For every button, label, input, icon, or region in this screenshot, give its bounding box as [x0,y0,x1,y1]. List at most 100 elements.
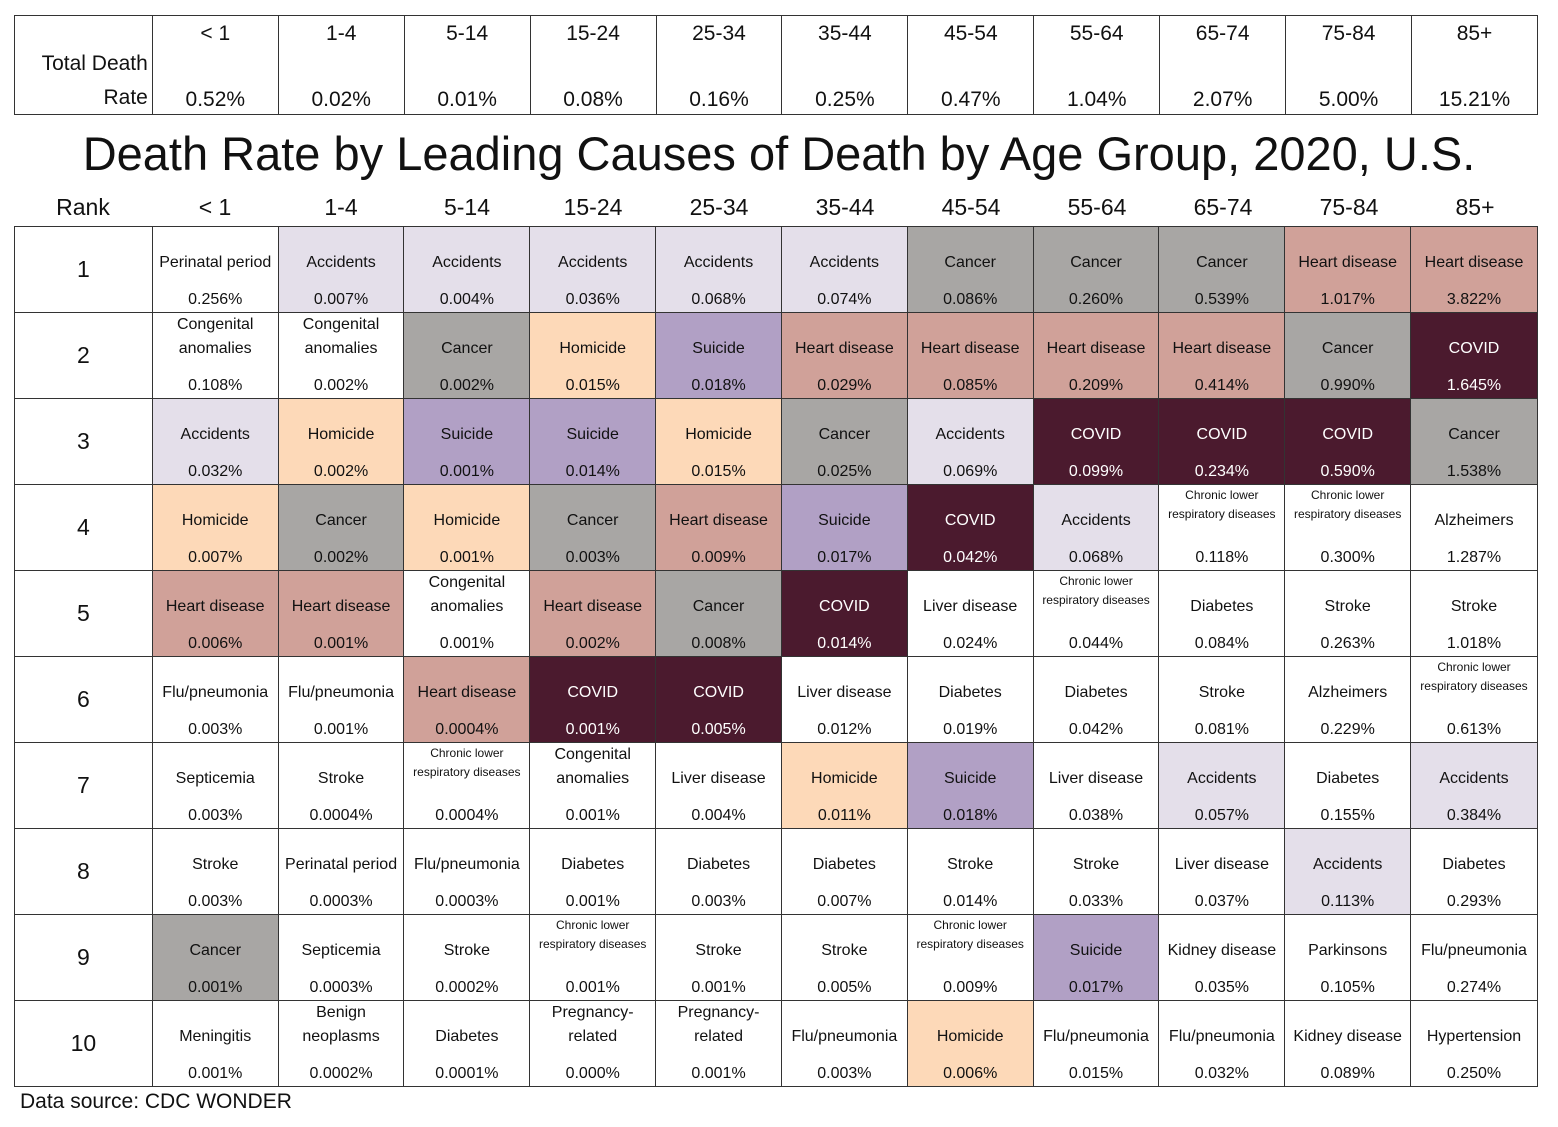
cause-rate: 0.001% [565,979,620,996]
cause-name: Cancer [315,512,367,529]
age-group-label: 25-34 [692,22,746,45]
cause-cell: Accidents 0.036% [530,227,657,312]
cause-box: Alzheimers [1285,657,1410,717]
cause-cell: Homicide 0.007% [152,485,279,570]
total-death-rate-label: Total Death Rate [15,16,153,114]
cause-name: Suicide [1069,942,1123,959]
cause-name: Meningitis [179,1028,252,1045]
cause-box: Chronic lower respiratory diseases [908,915,1033,975]
cause-box: Stroke [279,743,404,803]
table-row: 3 Accidents 0.032% Homicide 0.002% Suicide 0.0… [15,399,1537,485]
cause-name: Suicide [692,340,745,357]
total-rate-column: 85+ 15.21% [1412,16,1537,114]
cause-box: Cancer [1159,227,1284,287]
cause-cell: Septicemia 0.003% [153,743,279,828]
cause-name: Benign neoplasms [302,1004,380,1045]
cause-cell: Hypertension 0.250% [1411,1001,1537,1086]
total-rate-value: 0.16% [689,88,749,111]
cause-box: Diabetes [1411,829,1537,889]
cause-cell: Suicide 0.001% [404,399,531,484]
cause-rate: 0.105% [1320,979,1375,996]
cause-rate: 0.003% [817,1065,872,1082]
cause-rate: 0.068% [1068,549,1124,566]
cause-rate: 0.274% [1446,979,1502,996]
cause-box: Heart disease [530,571,655,631]
cause-rate: 0.009% [691,549,746,566]
cause-cell: COVID 0.042% [907,485,1034,570]
cause-name: Kidney disease [1293,1028,1402,1045]
cause-cell: Diabetes 0.042% [1034,657,1160,742]
cause-box: Accidents [1411,743,1537,803]
cause-rate: 0.002% [313,377,369,394]
cause-box: Flu/pneumonia [404,829,529,889]
cause-rate: 0.0003% [309,979,373,996]
cause-rate: 1.645% [1446,377,1502,394]
cause-box: Septicemia [153,743,278,803]
cause-cell: Cancer 0.008% [656,571,782,656]
cause-cell: Chronic lower respiratory diseases 0.300% [1285,485,1412,570]
cause-cell: Liver disease 0.037% [1159,829,1286,914]
cause-cell: Heart disease 1.017% [1285,227,1412,312]
cause-rate: 0.0002% [435,979,499,996]
cause-rate: 3.822% [1446,291,1502,308]
total-rate-value: 15.21% [1438,88,1511,111]
cause-box: Kidney disease [1285,1001,1410,1061]
cause-box: Accidents [530,227,655,287]
cause-name: Stroke [317,770,365,787]
cause-rate: 0.084% [1194,635,1249,652]
cause-box: Cancer [530,485,655,545]
cause-cell: Chronic lower respiratory diseases 0.001% [530,915,657,1000]
cause-cell: Flu/pneumonia 0.015% [1034,1001,1160,1086]
cause-box: Diabetes [908,657,1033,717]
cause-box: Cancer [153,915,278,975]
cause-name: Accidents [432,254,502,271]
cause-rate: 0.018% [943,807,998,824]
cause-name: COVID [1196,426,1248,443]
age-column-header: 75-84 [1319,194,1379,220]
rank-label: 10 [15,1001,153,1086]
cause-cell: Stroke 0.0004% [279,743,405,828]
cause-rate: 0.256% [188,291,243,308]
cause-box: COVID [782,571,907,631]
cause-rate: 0.032% [1194,1065,1249,1082]
cause-cell: Suicide 0.014% [530,399,657,484]
cause-box: Cancer [404,313,529,373]
cause-name: Chronic lower respiratory diseases [1042,574,1150,607]
cause-cell: Accidents 0.004% [404,227,531,312]
cause-box: Chronic lower respiratory diseases [1159,485,1284,545]
cause-cell: Accidents 0.068% [656,227,782,312]
cause-name: Homicide [307,426,375,443]
total-rate-value: 0.52% [185,88,246,111]
cause-name: Perinatal period [285,856,398,873]
cause-cell: Cancer 0.025% [781,399,908,484]
cause-rate: 1.538% [1446,463,1502,480]
cause-rate: 0.006% [943,1065,998,1082]
cause-name: Flu/pneumonia [791,1028,898,1045]
cause-cell: COVID 0.014% [781,571,908,656]
total-rate-value: 1.04% [1066,88,1127,111]
cause-cell: Perinatal period 0.256% [153,227,279,312]
cause-cell: COVID 0.590% [1285,399,1412,484]
total-rate-column: 15-24 0.08% [531,16,657,114]
table-row: 5 Heart disease 0.006% Heart disease 0.001% C… [15,571,1537,657]
cause-box: Hypertension [1411,1001,1537,1061]
cause-cell: Liver disease 0.024% [908,571,1034,656]
rank-label: 8 [15,829,153,914]
cause-name: Flu/pneumonia [413,856,520,873]
cause-name: Stroke [947,856,994,873]
cause-cell: Flu/pneumonia 0.274% [1411,915,1537,1000]
cause-cell: COVID 0.001% [530,657,657,742]
rank-label: 4 [15,485,153,570]
cause-cell: Cancer 0.002% [278,485,405,570]
cause-cell: Stroke 0.033% [1034,829,1160,914]
cause-name: Cancer [566,512,619,529]
cause-box: Stroke [153,829,278,889]
cause-rate: 0.004% [439,291,495,308]
age-column-header: 35-44 [815,194,875,220]
cause-rate: 0.009% [943,979,998,996]
total-rate-column: < 1 0.52% [153,16,279,114]
cause-name: Alzheimers [1308,684,1388,701]
cause-name: Suicide [818,512,871,529]
cause-name: Heart disease [795,340,894,357]
cause-cell: Heart disease 0.085% [907,313,1034,398]
